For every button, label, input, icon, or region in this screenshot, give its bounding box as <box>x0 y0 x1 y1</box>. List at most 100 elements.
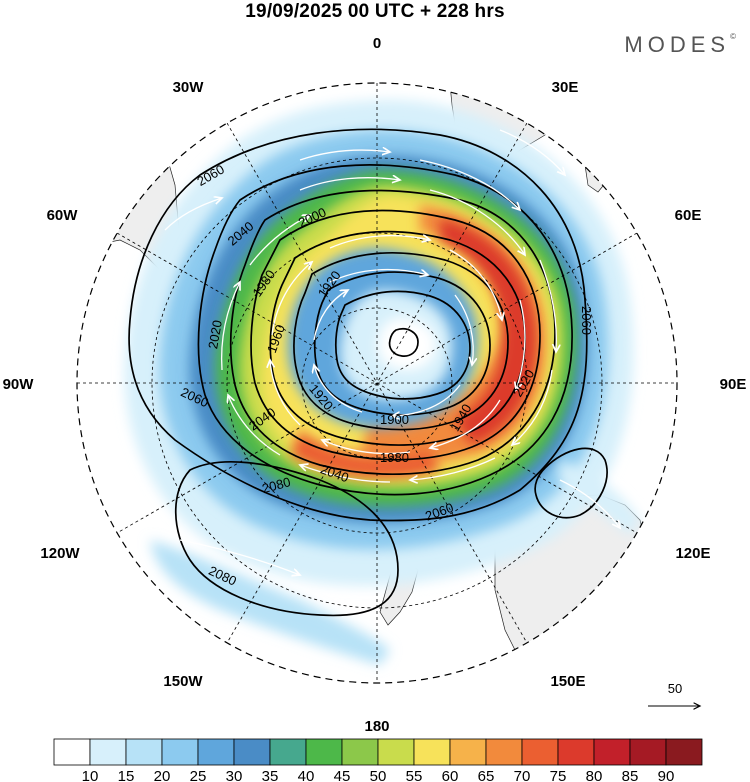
lon-label-120w: 120W <box>40 545 80 562</box>
lon-label-150e: 150E <box>550 673 585 690</box>
colorbar-swatch <box>449 738 487 766</box>
wind-vector <box>329 236 430 249</box>
copyright-mark: © <box>730 32 736 41</box>
wind-vector <box>249 215 310 266</box>
reference-vector: 50 <box>648 681 700 706</box>
colorbar-swatch <box>485 738 523 766</box>
reference-vector-label: 50 <box>668 681 682 696</box>
colorbar-label: 60 <box>442 768 459 782</box>
colorbar-swatch <box>89 738 127 766</box>
colorbar-label: 65 <box>478 768 495 782</box>
lon-label-30e: 30E <box>552 79 579 96</box>
colorbar-label: 45 <box>334 768 351 782</box>
colorbar-label: 85 <box>622 768 639 782</box>
lon-label-150w: 150W <box>163 673 203 690</box>
wind-vector <box>449 249 502 320</box>
colorbar-swatch <box>233 738 271 766</box>
wind-vector <box>419 159 520 210</box>
colorbar-swatch <box>665 738 703 766</box>
lon-label-90e: 90E <box>720 376 747 393</box>
colorbar-label: 35 <box>262 768 279 782</box>
shade-pacific-streak <box>150 540 390 665</box>
colorbar-label: 30 <box>226 768 243 782</box>
contour-label: 1900 <box>380 412 409 427</box>
wind-vectors <box>164 129 620 575</box>
wind-vector <box>299 150 390 161</box>
colorbar-swatch <box>629 738 667 766</box>
wind-vector <box>322 440 411 455</box>
wind-vector <box>313 290 348 341</box>
contour-label: 1980 <box>380 450 409 465</box>
colorbar-swatch <box>377 738 415 766</box>
wind-vector <box>314 365 363 413</box>
wind-vector <box>430 399 501 448</box>
wind-vector <box>220 282 240 371</box>
colorbar-label: 80 <box>586 768 603 782</box>
wind-vector <box>300 465 391 483</box>
lon-label-60w: 60W <box>47 207 79 224</box>
wind-vector <box>512 369 553 445</box>
colorbar-label: 55 <box>406 768 423 782</box>
lon-label-120e: 120E <box>675 545 710 562</box>
wind-vector <box>392 384 461 416</box>
wind-vector <box>299 178 400 191</box>
contour-1960 <box>269 230 526 446</box>
shade-80 <box>440 218 537 445</box>
wind-vector <box>410 457 496 480</box>
graticule <box>77 83 677 683</box>
wind-vector <box>329 268 428 283</box>
wind-vector <box>499 129 565 175</box>
colorbar-label: 90 <box>658 768 675 782</box>
longitude-labels: 0 30E 60E 90E 120E 150E 180 150W 120W 90… <box>3 35 747 735</box>
contour-center <box>388 328 419 357</box>
colorbar-swatch <box>521 738 559 766</box>
colorbar-label: 20 <box>154 768 171 782</box>
colorbar-label: 25 <box>190 768 207 782</box>
wind-vector <box>164 198 222 231</box>
colorbar: 10 15 20 25 30 35 40 45 50 55 60 65 70 75 80 85 90 <box>53 738 703 782</box>
colorbar-label: 40 <box>298 768 315 782</box>
colorbar-label: 50 <box>370 768 387 782</box>
lon-label-0: 0 <box>373 35 381 52</box>
map-title: 19/09/2025 00 UTC + 228 hrs <box>245 1 505 22</box>
map-boundary <box>76 82 678 684</box>
brand-text: MODES <box>624 32 731 57</box>
contour-1900 <box>334 290 471 400</box>
colorbar-label: 75 <box>550 768 567 782</box>
lon-label-60e: 60E <box>675 207 702 224</box>
colorbar-swatch <box>413 738 451 766</box>
contour-label: 2060 <box>579 306 594 335</box>
colorbar-swatch <box>269 738 307 766</box>
lon-label-180: 180 <box>364 718 389 735</box>
contour-2060-outer <box>128 128 588 522</box>
contour-1980 <box>250 209 541 461</box>
wind-vector <box>454 294 473 365</box>
contour-2040 <box>197 164 573 496</box>
wind-vector <box>271 262 312 336</box>
lon-label-30w: 30W <box>173 79 205 96</box>
wind-vector <box>516 299 526 390</box>
colorbar-swatch <box>53 738 91 766</box>
wind-vector <box>179 539 300 575</box>
colorbar-swatch <box>557 738 595 766</box>
wind-vector <box>539 259 556 352</box>
contour-indian-loop <box>534 447 608 519</box>
colorbar-swatch <box>305 738 343 766</box>
colorbar-swatch <box>593 738 631 766</box>
contour-2080-pacific <box>174 461 399 617</box>
contour-label: 2080 <box>260 474 292 496</box>
brand-logo: MODES© <box>624 32 736 58</box>
colorbar-swatch <box>341 738 379 766</box>
contour-label: 2020 <box>205 319 225 350</box>
wind-vector <box>270 360 301 426</box>
wind-vector <box>228 395 281 456</box>
colorbar-label: 70 <box>514 768 531 782</box>
colorbar-swatch <box>125 738 163 766</box>
wind-vector <box>429 189 525 255</box>
colorbar-label: 15 <box>118 768 135 782</box>
wind-vector <box>559 479 620 528</box>
contour-1940 <box>293 252 509 431</box>
colorbar-swatch <box>197 738 235 766</box>
colorbar-swatch <box>161 738 199 766</box>
